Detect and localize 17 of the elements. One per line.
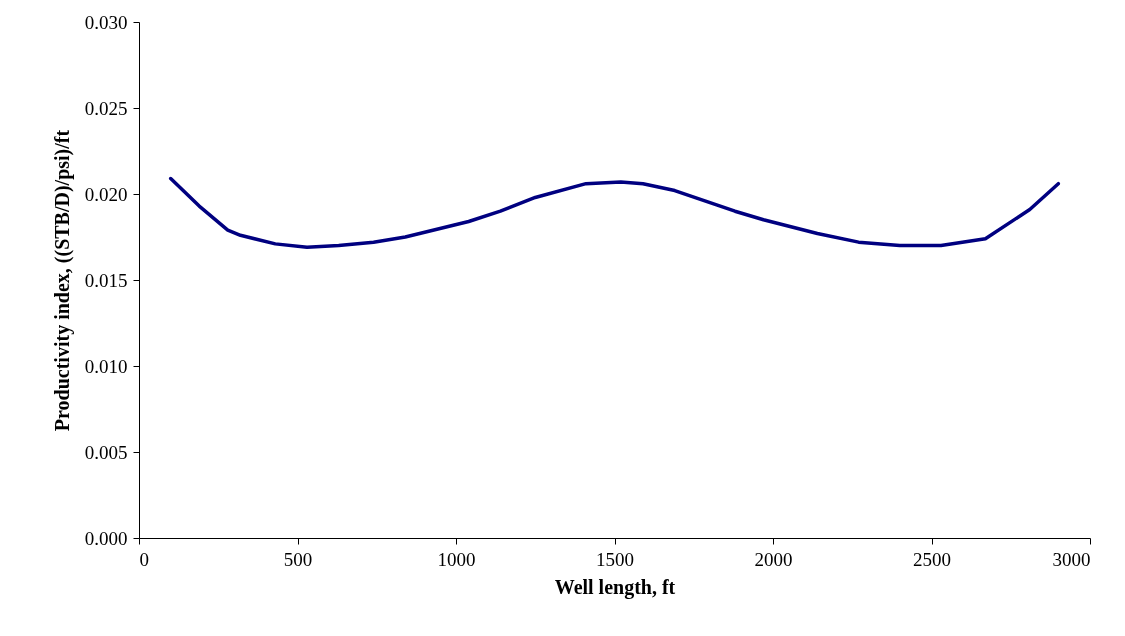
x-tick-label: 0 — [139, 548, 149, 570]
x-tick-label: 1500 — [596, 548, 634, 570]
x-tick-label: 1000 — [437, 548, 476, 570]
x-tick-label: 3000 — [1052, 548, 1091, 570]
y-tick-label: 0.015 — [84, 269, 128, 291]
y-tick-label: 0.020 — [84, 183, 128, 205]
x-tick-label: 2500 — [913, 548, 951, 570]
x-axis-title: Well length, ft — [554, 575, 676, 599]
y-tick-label: 0.030 — [84, 11, 128, 33]
y-axis-title: Productivity index, ((STB/D)/psi)/ft — [50, 129, 74, 432]
x-tick-label: 2000 — [754, 548, 793, 570]
y-tick-label: 0.005 — [84, 441, 128, 463]
x-tick-label: 500 — [283, 548, 313, 570]
y-tick-label: 0.000 — [84, 527, 128, 549]
line-series — [168, 176, 1061, 250]
y-tick-label: 0.010 — [84, 355, 128, 377]
y-tick-label: 0.025 — [84, 97, 128, 119]
